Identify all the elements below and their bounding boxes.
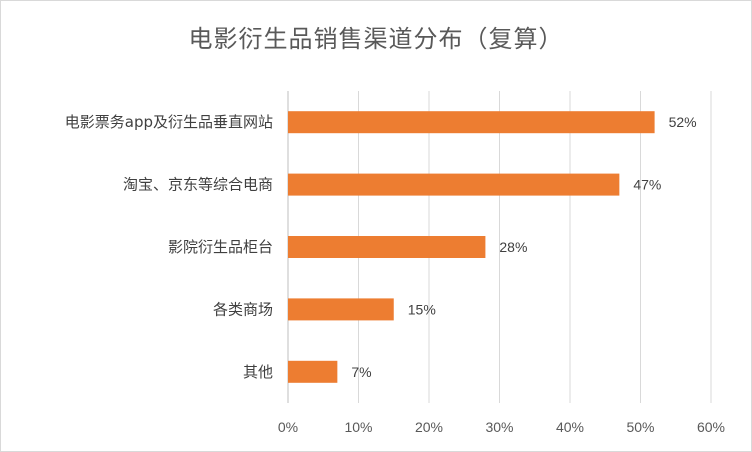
x-tick-label: 10%	[344, 419, 372, 435]
chart-title: 电影衍生品销售渠道分布（复算）	[188, 25, 564, 53]
data-label: 47%	[633, 177, 661, 193]
category-label: 其他	[243, 363, 273, 381]
bar	[288, 173, 620, 196]
x-tick-label: 0%	[278, 419, 298, 435]
data-label: 7%	[351, 364, 371, 380]
category-label: 电影票务app及衍生品垂直网站	[65, 113, 273, 131]
category-label: 影院衍生品柜台	[168, 238, 273, 256]
data-label: 15%	[408, 301, 436, 317]
bar	[288, 111, 655, 134]
bar	[288, 360, 338, 383]
x-tick-label: 40%	[556, 419, 584, 435]
x-tick-label: 30%	[485, 419, 513, 435]
x-tick-label: 60%	[697, 419, 725, 435]
x-tick-label: 50%	[626, 419, 654, 435]
bar	[288, 236, 486, 258]
category-label: 各类商场	[213, 300, 273, 318]
bar	[288, 298, 394, 321]
data-label: 28%	[499, 239, 527, 255]
data-label: 52%	[669, 114, 697, 130]
category-label: 淘宝、京东等综合电商	[123, 176, 273, 194]
x-tick-label: 20%	[415, 419, 443, 435]
